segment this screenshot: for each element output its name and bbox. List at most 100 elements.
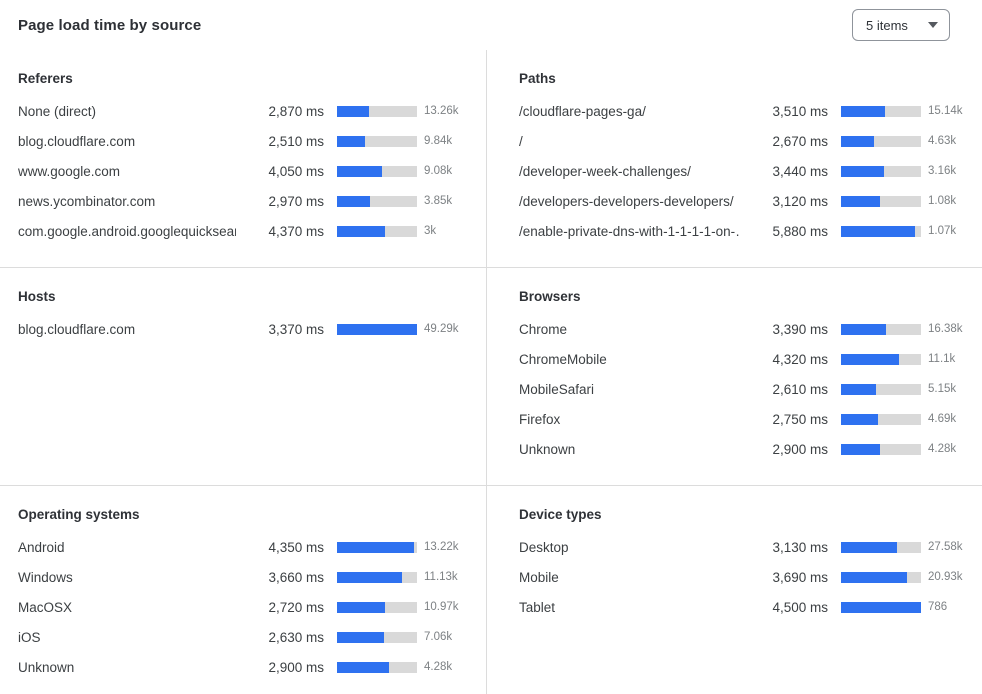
bar-fill <box>337 661 389 673</box>
row-count-value: 3.16k <box>928 165 957 177</box>
bar-fill <box>337 571 403 583</box>
bar-track <box>337 105 417 117</box>
row-load-time-value: 4,350 ms <box>268 539 324 555</box>
panel-title: Browsers <box>519 289 581 304</box>
bar-track <box>841 571 921 583</box>
row-count-value: 10.97k <box>424 601 459 613</box>
row-load-time-value: 3,440 ms <box>772 163 828 179</box>
panel-title: Paths <box>519 71 556 86</box>
row-count-value: 11.13k <box>424 571 458 583</box>
row-label: MobileSafari <box>519 381 595 397</box>
panel-referers: Referers None (direct) 2,870 ms 13.26k blog.… <box>0 50 486 267</box>
bar-fill <box>841 225 915 237</box>
bar-fill <box>337 105 369 117</box>
bar-fill <box>337 631 384 643</box>
bar-fill <box>337 541 415 553</box>
table-row: /cloudflare-pages-ga/3,510 ms 15.14k <box>519 96 974 126</box>
bar-track <box>337 165 417 177</box>
bar-fill <box>841 105 885 117</box>
row-label: Desktop <box>519 539 569 555</box>
row-label: Firefox <box>519 411 561 427</box>
bar-track <box>841 601 921 613</box>
bar-fill <box>337 195 370 207</box>
panel-rows: blog.cloudflare.com 3,370 ms 49.29k <box>18 314 470 344</box>
row-count-value: 5.15k <box>928 383 957 395</box>
row-load-time-value: 3,510 ms <box>772 103 828 119</box>
bar-fill <box>841 541 897 553</box>
bar-fill <box>841 195 881 207</box>
panel-device-types: Device types Desktop 3,130 ms 27.58k Mobile 3… <box>486 485 982 694</box>
bar-fill <box>841 165 885 177</box>
table-row: www.google.com 4,050 ms 9.08k <box>18 156 470 186</box>
row-count-value: 4.28k <box>424 661 453 673</box>
row-load-time-value: 2,510 ms <box>268 133 324 149</box>
row-load-time-value: 2,630 ms <box>268 629 324 645</box>
table-row: Firefox 2,750 ms 4.69k <box>519 404 974 434</box>
row-load-time-value: 3,660 ms <box>268 569 324 585</box>
bar-fill <box>841 135 875 147</box>
bar-track <box>337 661 417 673</box>
table-row: Tablet 4,500 ms 786 <box>519 592 974 622</box>
row-count-value: 13.26k <box>424 105 459 117</box>
bar-track <box>841 443 921 455</box>
row-count-value: 15.14k <box>928 105 963 117</box>
bar-track <box>841 165 921 177</box>
bar-track <box>337 541 417 553</box>
bar-track <box>841 413 921 425</box>
panel-rows: Desktop 3,130 ms 27.58k Mobile 3,690 ms 20.93… <box>519 532 974 622</box>
row-label: None (direct) <box>18 103 97 119</box>
chevron-down-icon <box>928 22 938 28</box>
row-count-value: 7.06k <box>424 631 453 643</box>
row-count-value: 1.08k <box>928 195 957 207</box>
row-label: MacOSX <box>18 599 73 615</box>
bar-track <box>841 225 921 237</box>
bar-fill <box>337 601 386 613</box>
row-label: Tablet <box>519 599 556 615</box>
panel-rows: Chrome 3,390 ms 16.38k ChromeMobile 4,320 ms… <box>519 314 974 464</box>
row-load-time-value: 2,970 ms <box>268 193 324 209</box>
items-count-select[interactable]: 5 items <box>852 9 950 41</box>
bar-track <box>841 383 921 395</box>
table-row: blog.cloudflare.com 3,370 ms 49.29k <box>18 314 470 344</box>
panels-grid: Referers None (direct) 2,870 ms 13.26k blog.… <box>0 50 982 694</box>
row-label: www.google.com <box>18 163 121 179</box>
bar-fill <box>337 225 386 237</box>
table-row: MobileSafari 2,610 ms 5.15k <box>519 374 974 404</box>
table-row: Desktop 3,130 ms 27.58k <box>519 532 974 562</box>
row-label: Windows <box>18 569 73 585</box>
row-label: Android <box>18 539 65 555</box>
bar-track <box>841 541 921 553</box>
row-count-value: 1.07k <box>928 225 957 237</box>
bar-fill <box>841 383 876 395</box>
row-count-value: 20.93k <box>928 571 963 583</box>
bar-track <box>841 105 921 117</box>
row-count-value: 4.69k <box>928 413 957 425</box>
panel-browsers: Browsers Chrome 3,390 ms 16.38k ChromeMobile… <box>486 267 982 485</box>
row-load-time-value: 4,050 ms <box>268 163 324 179</box>
panel-hosts: Hosts blog.cloudflare.com 3,370 ms 49.29k <box>0 267 486 485</box>
panel-title: Hosts <box>18 289 56 304</box>
table-row: com.google.android.googlequicksearc… 4,37… <box>18 216 470 246</box>
bar-track <box>337 323 417 335</box>
table-row: ChromeMobile 4,320 ms 11.1k <box>519 344 974 374</box>
table-row: MacOSX 2,720 ms 10.97k <box>18 592 470 622</box>
table-row: news.ycombinator.com 2,970 ms 3.85k <box>18 186 470 216</box>
row-load-time-value: 2,670 ms <box>772 133 828 149</box>
bar-fill <box>841 323 887 335</box>
row-label: /developers-developers-developers/ <box>519 193 734 209</box>
row-load-time-value: 5,880 ms <box>772 223 828 239</box>
table-row: /enable-private-dns-with-1-1-1-1-on-… 5,8… <box>519 216 974 246</box>
bar-fill <box>337 323 417 335</box>
bar-track <box>337 225 417 237</box>
table-row: None (direct) 2,870 ms 13.26k <box>18 96 470 126</box>
row-label: ChromeMobile <box>519 351 607 367</box>
row-load-time-value: 2,870 ms <box>268 103 324 119</box>
bar-track <box>337 631 417 643</box>
table-row: Unknown 2,900 ms 4.28k <box>18 652 470 682</box>
row-label: Unknown <box>519 441 576 457</box>
panel-paths: Paths/cloudflare-pages-ga/3,510 ms 15.14k… <box>486 50 982 267</box>
row-load-time-value: 3,120 ms <box>772 193 828 209</box>
row-label: Chrome <box>519 321 568 337</box>
table-row: Windows 3,660 ms 11.13k <box>18 562 470 592</box>
row-count-value: 4.28k <box>928 443 957 455</box>
